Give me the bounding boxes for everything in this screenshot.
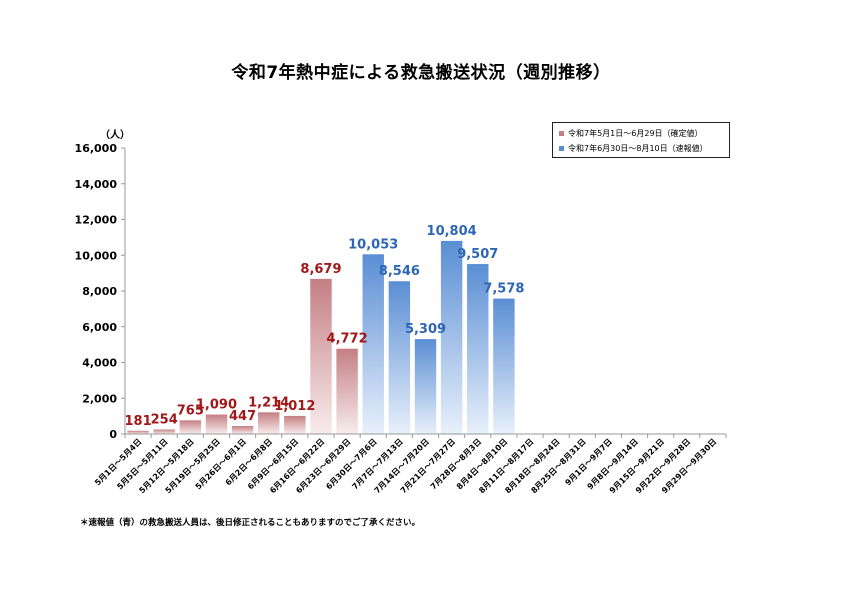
legend: 令和7年5月1日～6月29日（確定値） 令和7年6月30日～8月10日（速報値） — [552, 122, 730, 158]
bar — [179, 420, 202, 434]
bar — [388, 281, 411, 434]
bar — [336, 348, 358, 434]
legend-item-preliminary: 令和7年6月30日～8月10日（速報値） — [559, 143, 708, 154]
bar — [205, 414, 228, 434]
y-tick-label: 12,000 — [75, 214, 118, 227]
legend-label-preliminary: 令和7年6月30日～8月10日（速報値） — [568, 144, 708, 153]
bar-value-label: 181 — [124, 414, 151, 429]
bar-value-label: 10,804 — [427, 224, 477, 239]
bar — [153, 429, 175, 434]
bar — [493, 298, 515, 434]
bar-value-label: 1,214 — [248, 395, 289, 410]
y-tick-label: 2,000 — [82, 392, 117, 405]
footnote: ＊速報値（青）の救急搬送人員は、後日修正されることもありますのでご了承ください。 — [80, 518, 421, 528]
bar-value-label: 1,012 — [274, 399, 315, 414]
bar — [127, 430, 149, 434]
y-tick-label: 8,000 — [82, 285, 117, 298]
bar-value-label: 8,679 — [300, 262, 341, 277]
y-tick-label: 10,000 — [75, 249, 118, 262]
bar-value-label: 254 — [151, 412, 178, 427]
bar — [310, 278, 332, 434]
bar — [414, 339, 437, 434]
y-tick-label: 6,000 — [82, 321, 117, 334]
bar-value-label: 5,309 — [405, 322, 446, 337]
x-tick-label: 6月2日～6月8日 — [224, 437, 274, 487]
x-tick-label: 9月1日～9月7日 — [563, 437, 613, 487]
bar — [440, 240, 463, 434]
bar-value-label: 1,090 — [196, 398, 237, 413]
chart-title: 令和7年熱中症による救急搬送状況（週別推移） — [231, 63, 611, 83]
y-tick-label: 0 — [109, 428, 117, 441]
legend-swatch-preliminary — [559, 146, 564, 151]
legend-item-confirmed: 令和7年5月1日～6月29日（確定値） — [559, 128, 703, 139]
bar-value-label: 765 — [177, 403, 204, 418]
bar — [284, 415, 306, 434]
x-tick-label: 5月1日～5月4日 — [93, 437, 143, 487]
bar-value-label: 7,578 — [483, 282, 524, 297]
bar-value-label: 9,507 — [457, 247, 498, 262]
bar-value-label: 447 — [229, 409, 256, 424]
bar — [467, 264, 489, 434]
bar — [231, 426, 254, 434]
bar — [258, 412, 280, 434]
legend-swatch-confirmed — [559, 131, 564, 136]
legend-label-confirmed: 令和7年5月1日～6月29日（確定値） — [568, 129, 703, 138]
y-tick-label: 4,000 — [82, 357, 117, 370]
bar-value-label: 10,053 — [348, 237, 398, 252]
bar-value-label: 8,546 — [379, 264, 420, 279]
y-tick-label: 16,000 — [75, 142, 118, 155]
bar-value-label: 4,772 — [327, 332, 368, 347]
bar — [362, 254, 384, 434]
y-tick-label: 14,000 — [75, 178, 118, 191]
y-axis-unit-label: （人） — [100, 128, 130, 141]
